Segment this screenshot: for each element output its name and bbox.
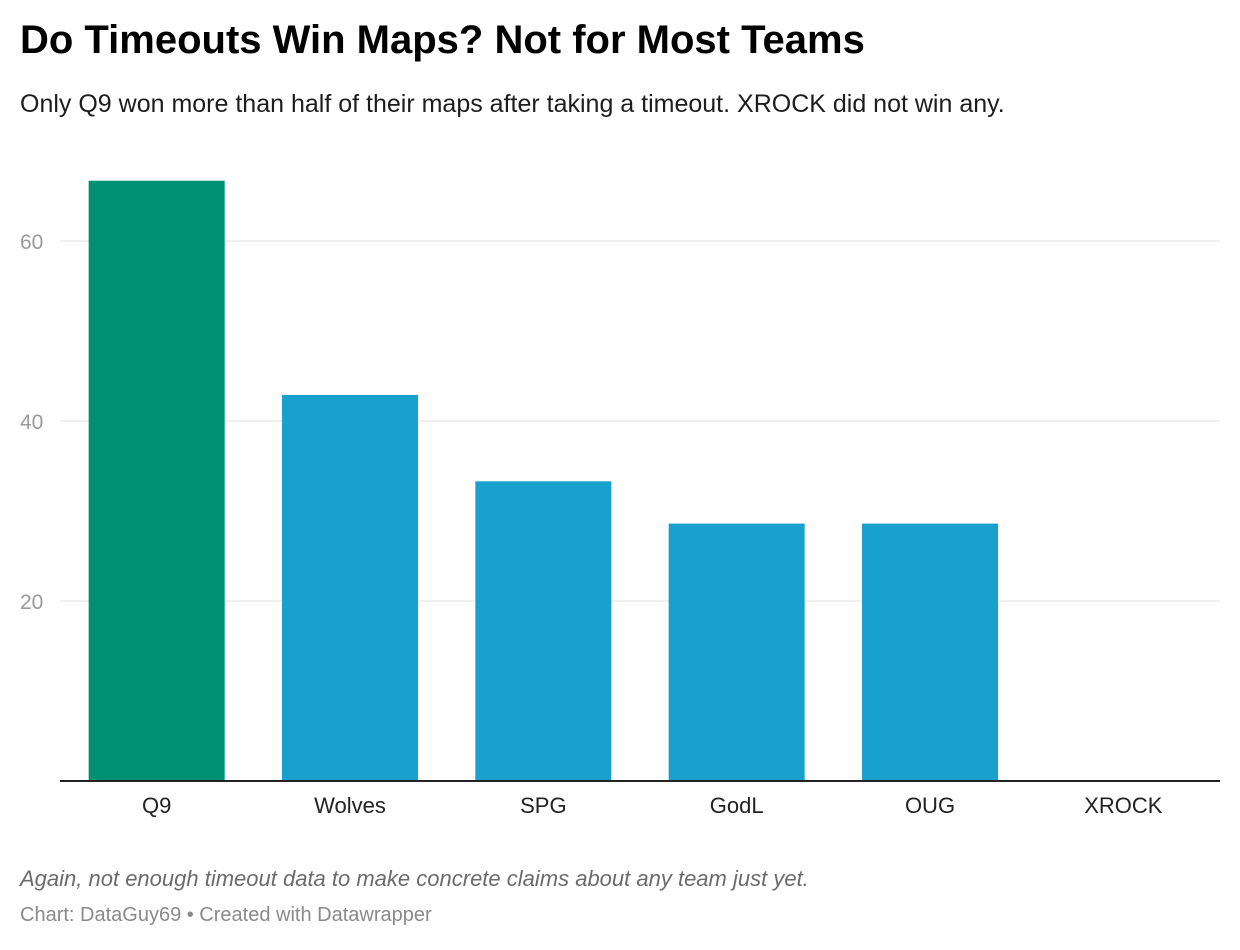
x-category-label: SPG (520, 793, 566, 818)
bar-oug (862, 523, 998, 781)
x-category-label: XROCK (1084, 793, 1163, 818)
y-tick-label: 20 (20, 591, 43, 614)
y-tick-label: 40 (20, 411, 43, 434)
bar-wolves (282, 394, 418, 781)
chart-note: Again, not enough timeout data to make c… (20, 866, 809, 891)
x-category-label: Wolves (314, 793, 386, 818)
x-category-label: OUG (905, 793, 955, 818)
bar-q9 (88, 180, 225, 781)
y-tick-label: 60 (20, 231, 43, 254)
x-category-label: GodL (710, 793, 764, 818)
x-category-label: Q9 (142, 793, 171, 818)
bar-spg (475, 481, 612, 781)
chart-title: Do Timeouts Win Maps? Not for Most Teams (20, 18, 865, 62)
chart-credit: Chart: DataGuy69 • Created with Datawrap… (20, 904, 432, 926)
bar-godl (668, 523, 805, 781)
chart-subtitle: Only Q9 won more than half of their maps… (20, 90, 1005, 118)
